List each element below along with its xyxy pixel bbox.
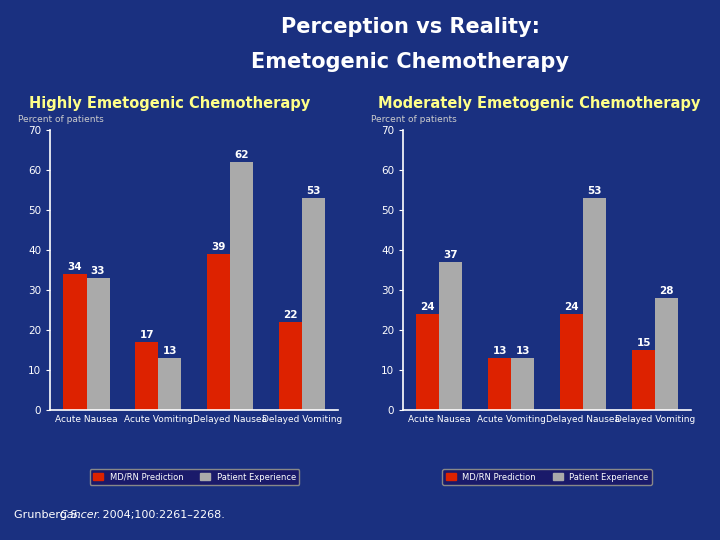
Bar <box>86 278 109 410</box>
Text: Highly Emetogenic Chemotherapy: Highly Emetogenic Chemotherapy <box>29 96 310 111</box>
Bar <box>632 350 655 410</box>
Text: Emetogenic Chemotherapy: Emetogenic Chemotherapy <box>251 52 570 72</box>
Bar <box>655 298 678 410</box>
Text: 13: 13 <box>492 346 507 356</box>
Bar <box>560 314 583 410</box>
Bar <box>230 161 253 410</box>
Text: Perception vs Reality:: Perception vs Reality: <box>281 17 540 37</box>
Legend: MD/RN Prediction, Patient Experience: MD/RN Prediction, Patient Experience <box>89 469 300 485</box>
Bar <box>158 358 181 410</box>
Bar <box>488 358 511 410</box>
Text: 15: 15 <box>636 338 651 348</box>
Text: 22: 22 <box>284 310 298 320</box>
Legend: MD/RN Prediction, Patient Experience: MD/RN Prediction, Patient Experience <box>442 469 652 485</box>
Text: 39: 39 <box>212 242 226 252</box>
Bar <box>63 274 86 410</box>
Text: Grunberg S.: Grunberg S. <box>14 510 85 521</box>
Bar <box>207 254 230 410</box>
Text: 13: 13 <box>163 346 177 356</box>
Text: 2004;100:2261–2268.: 2004;100:2261–2268. <box>99 510 225 521</box>
Bar <box>302 198 325 410</box>
Text: 62: 62 <box>235 150 249 160</box>
Text: Moderately Emetogenic Chemotherapy: Moderately Emetogenic Chemotherapy <box>378 96 701 111</box>
Text: 13: 13 <box>516 346 530 356</box>
Text: 28: 28 <box>660 286 674 296</box>
Text: Cancer.: Cancer. <box>59 510 101 521</box>
Text: 34: 34 <box>68 262 82 272</box>
Text: 53: 53 <box>588 186 602 196</box>
Bar <box>583 198 606 410</box>
Text: 53: 53 <box>307 186 321 196</box>
Text: 37: 37 <box>444 250 458 260</box>
Text: Percent of patients: Percent of patients <box>18 114 104 124</box>
Bar <box>511 358 534 410</box>
Text: 17: 17 <box>140 330 154 340</box>
Bar <box>279 322 302 410</box>
Text: Percent of patients: Percent of patients <box>371 114 456 124</box>
Bar <box>439 262 462 410</box>
Text: 24: 24 <box>420 302 435 312</box>
Text: 33: 33 <box>91 266 105 276</box>
Text: 24: 24 <box>564 302 579 312</box>
Bar <box>135 342 158 410</box>
Bar <box>416 314 439 410</box>
